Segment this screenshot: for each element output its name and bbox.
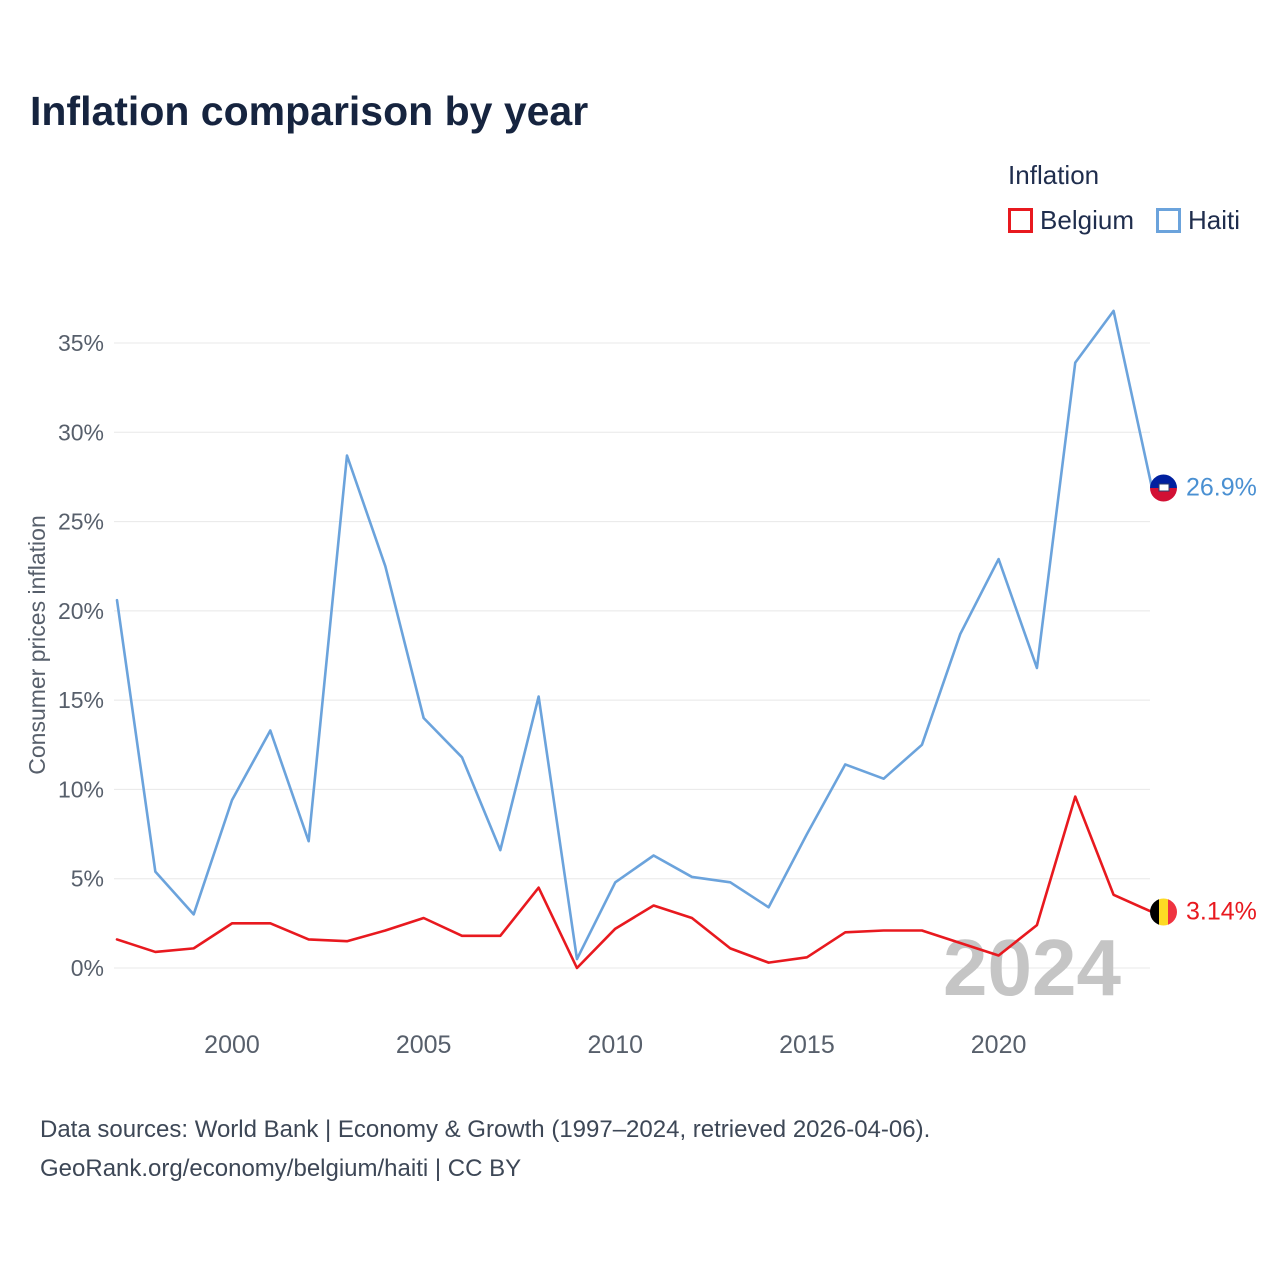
- gridlines: [114, 342, 1150, 969]
- y-tick-label: 35%: [58, 330, 104, 356]
- y-tick-label: 5%: [71, 866, 104, 892]
- belgium-end-value: 3.14%: [1186, 897, 1257, 926]
- y-tick-label: 15%: [58, 687, 104, 713]
- x-tick-label: 2015: [779, 1031, 835, 1059]
- y-tick-label: 20%: [58, 598, 104, 624]
- footer: Data sources: World Bank | Economy & Gro…: [40, 1110, 930, 1188]
- y-tick-label: 30%: [58, 419, 104, 445]
- y-tick-label: 10%: [58, 776, 104, 802]
- haiti-end-value: 26.9%: [1186, 473, 1257, 502]
- legend-label-belgium: Belgium: [1040, 205, 1134, 235]
- watermark-year: 2024: [943, 923, 1121, 1012]
- belgium-line: [115, 795, 1154, 970]
- footer-attribution: GeoRank.org/economy/belgium/haiti | CC B…: [40, 1155, 522, 1182]
- legend-label-haiti: Haiti: [1187, 205, 1240, 235]
- x-tick-label: 2005: [396, 1031, 452, 1059]
- haiti-swatch-icon: [1155, 208, 1181, 233]
- y-tick-label: 0%: [71, 955, 104, 981]
- belgium-flag-icon: [1150, 898, 1177, 926]
- legend-item-haiti[interactable]: Haiti: [1155, 205, 1240, 236]
- x-tick-label: 2000: [204, 1031, 260, 1059]
- page-title: Inflation comparison by year: [30, 88, 589, 134]
- haiti-line: [115, 309, 1154, 961]
- x-tick-label: 2020: [971, 1031, 1027, 1059]
- y-axis-title: Consumer prices inflation: [24, 515, 50, 775]
- axis-tick-labels: 0% 5% 10% 15% 20% 25% 30% 35% 2000 2005 2010 2015 20…: [58, 330, 1026, 1059]
- x-tick-label: 2010: [587, 1031, 643, 1059]
- legend-items: Belgium Haiti: [1008, 205, 1240, 236]
- legend-item-belgium[interactable]: Belgium: [1008, 205, 1134, 236]
- footer-data-sources: Data sources: World Bank | Economy & Gro…: [40, 1116, 931, 1143]
- belgium-end-label: 3.14%: [1150, 897, 1257, 926]
- legend-title: Inflation: [1008, 160, 1100, 190]
- legend: Inflation Belgium Haiti: [1008, 160, 1240, 236]
- y-tick-label: 25%: [58, 509, 104, 535]
- belgium-swatch-icon: [1008, 208, 1034, 233]
- haiti-flag-icon: [1150, 474, 1177, 502]
- haiti-end-label: 26.9%: [1150, 473, 1257, 502]
